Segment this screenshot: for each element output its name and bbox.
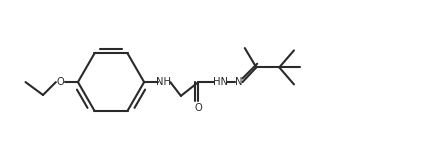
Text: HN: HN bbox=[213, 77, 228, 87]
Text: O: O bbox=[194, 103, 202, 113]
Text: NH: NH bbox=[156, 77, 171, 87]
Text: O: O bbox=[57, 77, 65, 87]
Text: N: N bbox=[235, 77, 243, 87]
